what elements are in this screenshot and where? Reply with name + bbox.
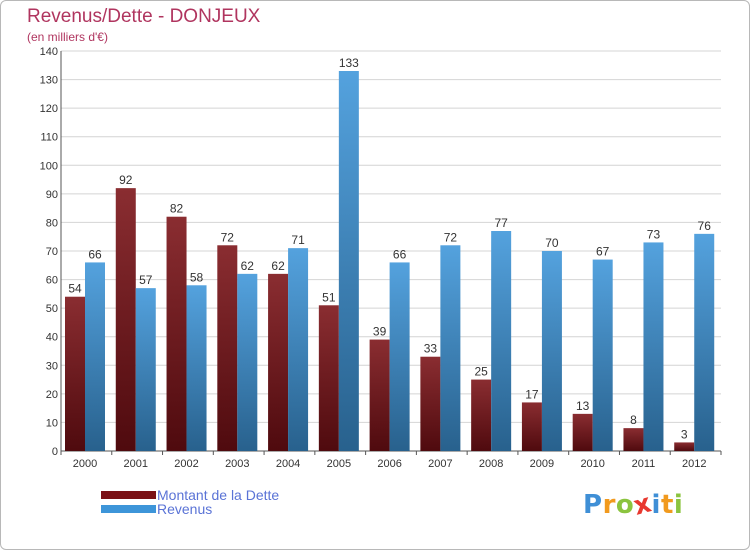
bar-revenus-2001 bbox=[135, 288, 156, 451]
logo-letter: r bbox=[602, 490, 616, 520]
x-tick-label-2000: 2000 bbox=[73, 458, 97, 470]
bar-dette-2001 bbox=[115, 188, 136, 451]
legend-label-revenus: Revenus bbox=[157, 501, 213, 517]
bar-dette-2009 bbox=[521, 402, 542, 451]
data-label-revenus-2009: 70 bbox=[545, 236, 559, 250]
bar-revenus-2005 bbox=[338, 71, 359, 451]
data-label-revenus-2012: 76 bbox=[698, 219, 712, 233]
bar-dette-2011 bbox=[623, 428, 644, 451]
data-label-revenus-2001: 57 bbox=[139, 273, 153, 287]
bar-revenus-2010 bbox=[592, 259, 613, 451]
x-tick-label-2001: 2001 bbox=[124, 458, 148, 470]
y-tick-label: 130 bbox=[40, 75, 58, 87]
bar-revenus-2011 bbox=[643, 242, 664, 451]
chart-subtitle: (en milliers d'€) bbox=[27, 30, 108, 44]
legend-swatch-dette bbox=[101, 491, 156, 499]
y-tick-label: 40 bbox=[46, 332, 58, 344]
data-label-dette-2010: 13 bbox=[576, 399, 590, 413]
data-label-dette-2009: 17 bbox=[525, 387, 539, 401]
data-label-revenus-2006: 66 bbox=[393, 247, 407, 261]
y-tick-label: 10 bbox=[46, 417, 58, 429]
data-label-dette-2000: 54 bbox=[68, 282, 82, 296]
proxiti-logo: Proxiti bbox=[583, 488, 684, 521]
data-label-dette-2006: 39 bbox=[373, 325, 387, 339]
data-label-revenus-2008: 77 bbox=[494, 216, 508, 230]
x-tick-label-2006: 2006 bbox=[377, 458, 401, 470]
x-tick-label-2004: 2004 bbox=[276, 458, 300, 470]
data-label-revenus-2004: 71 bbox=[291, 233, 305, 247]
data-label-dette-2012: 3 bbox=[681, 427, 688, 441]
y-tick-label: 0 bbox=[52, 446, 58, 458]
logo-letter: i bbox=[673, 490, 684, 520]
data-label-revenus-2005: 133 bbox=[339, 56, 359, 70]
y-tick-label: 120 bbox=[40, 103, 58, 115]
bar-revenus-2008 bbox=[491, 231, 512, 451]
bar-revenus-2003 bbox=[237, 273, 258, 451]
y-tick-label: 90 bbox=[46, 189, 58, 201]
x-tick-label-2011: 2011 bbox=[632, 458, 656, 470]
x-tick-label-2009: 2009 bbox=[530, 458, 554, 470]
bar-dette-2012 bbox=[674, 442, 695, 451]
legend-swatch-revenus bbox=[101, 505, 156, 513]
data-label-dette-2002: 82 bbox=[170, 202, 184, 216]
bar-dette-2005 bbox=[318, 305, 339, 451]
y-tick-label: 60 bbox=[46, 275, 58, 287]
logo-letter: t bbox=[660, 490, 674, 520]
data-label-dette-2007: 33 bbox=[424, 342, 438, 356]
bar-revenus-2012 bbox=[694, 233, 715, 451]
y-tick-label: 100 bbox=[40, 160, 58, 172]
bar-revenus-2009 bbox=[541, 251, 562, 451]
y-tick-label: 50 bbox=[46, 303, 58, 315]
logo-letter: o bbox=[615, 490, 635, 520]
data-label-dette-2008: 25 bbox=[474, 365, 488, 379]
data-label-dette-2005: 51 bbox=[322, 290, 336, 304]
data-label-revenus-2000: 66 bbox=[88, 247, 102, 261]
y-tick-label: 30 bbox=[46, 360, 58, 372]
x-tick-label-2002: 2002 bbox=[174, 458, 198, 470]
legend-item-dette: Montant de la Dette bbox=[101, 487, 279, 503]
y-tick-label: 20 bbox=[46, 389, 58, 401]
bar-dette-2007 bbox=[420, 356, 441, 451]
y-tick-label: 80 bbox=[46, 217, 58, 229]
x-tick-label-2008: 2008 bbox=[479, 458, 503, 470]
y-tick-label: 70 bbox=[46, 246, 58, 258]
bar-dette-2008 bbox=[471, 379, 492, 451]
x-tick-label-2007: 2007 bbox=[428, 458, 452, 470]
x-tick-label-2012: 2012 bbox=[682, 458, 706, 470]
data-label-revenus-2007: 72 bbox=[444, 230, 458, 244]
bar-revenus-2007 bbox=[440, 245, 461, 451]
bar-dette-2006 bbox=[369, 339, 390, 451]
legend-label-dette: Montant de la Dette bbox=[157, 487, 280, 503]
bar-dette-2002 bbox=[166, 216, 187, 451]
logo-letter: i bbox=[651, 490, 661, 520]
x-tick-label-2010: 2010 bbox=[580, 458, 604, 470]
bar-revenus-2004 bbox=[288, 248, 309, 451]
bar-dette-2003 bbox=[217, 245, 238, 451]
data-label-revenus-2011: 73 bbox=[647, 227, 661, 241]
data-label-dette-2004: 62 bbox=[271, 259, 285, 273]
bar-dette-2000 bbox=[65, 296, 85, 451]
data-label-revenus-2002: 58 bbox=[190, 270, 204, 284]
bar-revenus-2000 bbox=[85, 262, 105, 451]
data-label-dette-2003: 72 bbox=[221, 230, 235, 244]
data-label-dette-2011: 8 bbox=[630, 413, 637, 427]
data-label-revenus-2010: 67 bbox=[596, 245, 610, 259]
chart-title: Revenus/Dette - DONJEUX bbox=[27, 6, 261, 27]
bar-dette-2010 bbox=[572, 413, 593, 451]
logo-letter: P bbox=[583, 490, 603, 520]
x-tick-label-2003: 2003 bbox=[225, 458, 249, 470]
data-label-revenus-2003: 62 bbox=[241, 259, 255, 273]
bar-revenus-2006 bbox=[389, 262, 410, 451]
data-label-dette-2001: 92 bbox=[119, 173, 133, 187]
x-tick-label-2005: 2005 bbox=[327, 458, 351, 470]
legend-item-revenus: Revenus bbox=[101, 501, 212, 517]
bar-revenus-2002 bbox=[186, 285, 207, 451]
bar-dette-2004 bbox=[268, 273, 289, 451]
y-tick-label: 140 bbox=[40, 46, 58, 58]
y-tick-label: 110 bbox=[40, 132, 58, 144]
